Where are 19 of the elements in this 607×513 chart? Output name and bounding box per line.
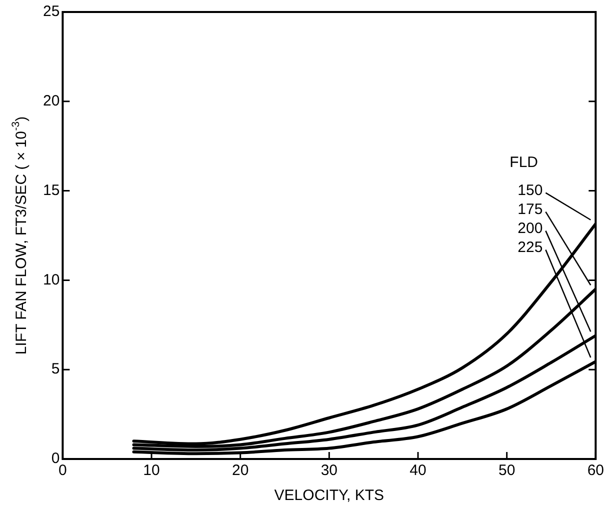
x-tick-label: 30 [320, 462, 338, 480]
legend-title: FLD [510, 154, 538, 171]
x-tick-label: 10 [143, 462, 160, 480]
y-tick-label: 10 [42, 271, 60, 288]
y-tick-label: 5 [51, 360, 60, 378]
x-axis-title: VELOCITY, KTS [274, 487, 384, 504]
x-tick-label: 50 [498, 462, 516, 480]
y-tick-label: 0 [51, 450, 60, 468]
legend-label: 175 [518, 200, 543, 218]
x-tick-label: 20 [232, 462, 249, 480]
y-tick-label: 15 [42, 182, 60, 199]
text: 200 [518, 220, 543, 237]
x-tick-label: 40 [410, 462, 426, 480]
y-tick-label: 25 [42, 3, 60, 20]
x-tick-label: 60 [587, 462, 604, 480]
y-tick-label: 20 [42, 92, 60, 110]
text: 150 [518, 182, 543, 199]
y-axis-title: LIFT FAN FLOW, FT3/SEC ( × 10-3) [10, 116, 30, 355]
text: 225 [518, 238, 543, 256]
